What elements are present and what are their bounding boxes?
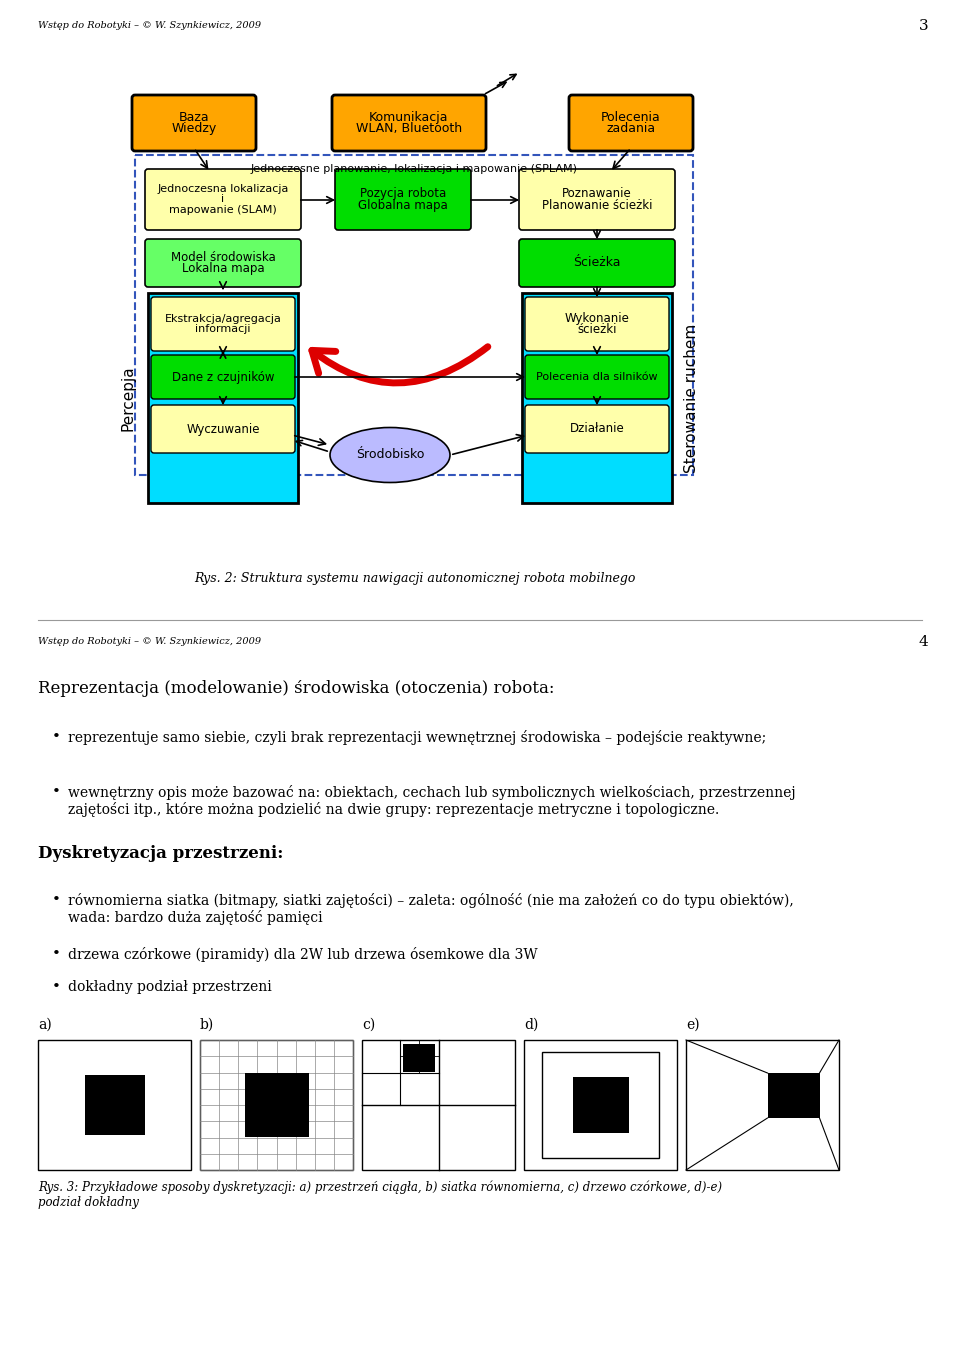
Text: ścieżki: ścieżki bbox=[577, 323, 616, 336]
Text: Poznawanie: Poznawanie bbox=[563, 187, 632, 201]
Text: równomierna siatka (bitmapy, siatki zajętości) – zaleta: ogólność (nie ma założe: równomierna siatka (bitmapy, siatki zaję… bbox=[68, 893, 794, 908]
Text: •: • bbox=[52, 980, 60, 994]
Bar bbox=[403, 1044, 436, 1072]
FancyBboxPatch shape bbox=[332, 94, 486, 150]
Text: Wstęp do Robotyki – © W. Szynkiewicz, 2009: Wstęp do Robotyki – © W. Szynkiewicz, 20… bbox=[38, 22, 261, 30]
Text: •: • bbox=[52, 785, 60, 798]
FancyBboxPatch shape bbox=[569, 94, 693, 150]
Text: 4: 4 bbox=[919, 636, 928, 649]
Text: b): b) bbox=[200, 1018, 214, 1032]
Bar bbox=[84, 1074, 145, 1135]
FancyBboxPatch shape bbox=[151, 297, 295, 351]
FancyBboxPatch shape bbox=[519, 239, 675, 287]
FancyBboxPatch shape bbox=[335, 170, 471, 230]
Text: Dyskretyzacja przestrzeni:: Dyskretyzacja przestrzeni: bbox=[38, 845, 283, 863]
Text: •: • bbox=[52, 947, 60, 961]
Ellipse shape bbox=[330, 428, 450, 483]
Text: Baza: Baza bbox=[179, 111, 209, 123]
Text: Jednoczesne planowanie, lokalizacja i mapowanie (SPLAM): Jednoczesne planowanie, lokalizacja i ma… bbox=[251, 164, 578, 174]
Text: WLAN, Bluetooth: WLAN, Bluetooth bbox=[356, 123, 462, 135]
Text: a): a) bbox=[38, 1018, 52, 1032]
Text: Działanie: Działanie bbox=[569, 422, 624, 436]
Text: Percepja: Percepja bbox=[121, 365, 135, 431]
Text: zajętości itp., które można podzielić na dwie grupy: reprezentacje metryczne i t: zajętości itp., które można podzielić na… bbox=[68, 802, 719, 817]
Text: Polecenia dla silników: Polecenia dla silników bbox=[537, 372, 658, 381]
Bar bbox=[362, 1040, 515, 1170]
Text: Wykonanie: Wykonanie bbox=[564, 312, 630, 325]
Text: Wiedzy: Wiedzy bbox=[172, 123, 217, 135]
Text: Rys. 2: Struktura systemu nawigacji autonomicznej robota mobilnego: Rys. 2: Struktura systemu nawigacji auto… bbox=[194, 571, 636, 585]
Text: mapowanie (SLAM): mapowanie (SLAM) bbox=[169, 205, 276, 215]
Text: c): c) bbox=[362, 1018, 375, 1032]
Text: d): d) bbox=[524, 1018, 539, 1032]
Bar bbox=[686, 1040, 839, 1170]
Bar bbox=[148, 293, 298, 503]
Text: Wyczuwanie: Wyczuwanie bbox=[186, 422, 260, 436]
FancyArrowPatch shape bbox=[312, 347, 488, 383]
Text: Polecenia: Polecenia bbox=[601, 111, 660, 123]
Bar bbox=[522, 293, 672, 503]
Text: Planowanie ścieżki: Planowanie ścieżki bbox=[541, 198, 652, 212]
Bar bbox=[135, 154, 693, 474]
FancyBboxPatch shape bbox=[519, 170, 675, 230]
Text: Komunikacja: Komunikacja bbox=[370, 111, 448, 123]
Bar bbox=[572, 1077, 629, 1133]
Bar bbox=[200, 1040, 353, 1170]
FancyBboxPatch shape bbox=[151, 355, 295, 399]
Text: i: i bbox=[222, 194, 225, 205]
Text: Reprezentacja (modelowanie) środowiska (otoczenia) robota:: Reprezentacja (modelowanie) środowiska (… bbox=[38, 679, 555, 697]
Bar bbox=[245, 1073, 308, 1137]
Text: Ścieżka: Ścieżka bbox=[573, 257, 621, 269]
Bar bbox=[542, 1053, 659, 1158]
Text: Środobisko: Środobisko bbox=[356, 448, 424, 462]
Text: drzewa czórkowe (piramidy) dla 2W lub drzewa ósemkowe dla 3W: drzewa czórkowe (piramidy) dla 2W lub dr… bbox=[68, 947, 538, 962]
FancyBboxPatch shape bbox=[145, 170, 301, 230]
FancyBboxPatch shape bbox=[525, 297, 669, 351]
Text: Rys. 3: Przykładowe sposoby dyskretyzacji: a) przestrzeń ciągła, b) siatka równo: Rys. 3: Przykładowe sposoby dyskretyzacj… bbox=[38, 1180, 722, 1193]
Bar bbox=[767, 1073, 820, 1118]
Text: Pozycja robota: Pozycja robota bbox=[360, 187, 446, 201]
Text: e): e) bbox=[686, 1018, 700, 1032]
FancyBboxPatch shape bbox=[525, 405, 669, 452]
Text: dokładny podział przestrzeni: dokładny podział przestrzeni bbox=[68, 980, 272, 994]
Text: •: • bbox=[52, 893, 60, 906]
Text: Wstęp do Robotyki – © W. Szynkiewicz, 2009: Wstęp do Robotyki – © W. Szynkiewicz, 20… bbox=[38, 637, 261, 647]
Text: Model środowiska: Model środowiska bbox=[171, 252, 276, 264]
FancyBboxPatch shape bbox=[151, 405, 295, 452]
Text: Jednoczesna lokalizacja: Jednoczesna lokalizacja bbox=[157, 185, 289, 194]
Text: •: • bbox=[52, 730, 60, 744]
Text: Lokalna mapa: Lokalna mapa bbox=[181, 262, 264, 275]
Text: Globalna mapa: Globalna mapa bbox=[358, 198, 448, 212]
Text: Sterowanie ruchem: Sterowanie ruchem bbox=[684, 324, 700, 473]
Text: podział dokładny: podział dokładny bbox=[38, 1196, 139, 1208]
Text: Dane z czujników: Dane z czujników bbox=[172, 370, 275, 384]
Bar bbox=[38, 1040, 191, 1170]
Text: Ekstrakcja/agregacja: Ekstrakcja/agregacja bbox=[164, 314, 281, 324]
Bar bbox=[524, 1040, 677, 1170]
Text: informacji: informacji bbox=[195, 324, 251, 334]
FancyBboxPatch shape bbox=[525, 355, 669, 399]
Text: 3: 3 bbox=[919, 19, 928, 33]
FancyBboxPatch shape bbox=[132, 94, 256, 150]
Text: wada: bardzo duża zajętość pamięci: wada: bardzo duża zajętość pamięci bbox=[68, 910, 323, 925]
Text: wewnętrzny opis może bazować na: obiektach, cechach lub symbolicznych wielkościa: wewnętrzny opis może bazować na: obiekta… bbox=[68, 785, 796, 800]
FancyBboxPatch shape bbox=[145, 239, 301, 287]
Text: reprezentuje samo siebie, czyli brak reprezentacji wewnętrznej środowiska – pode: reprezentuje samo siebie, czyli brak rep… bbox=[68, 730, 766, 745]
Text: zadania: zadania bbox=[607, 123, 656, 135]
